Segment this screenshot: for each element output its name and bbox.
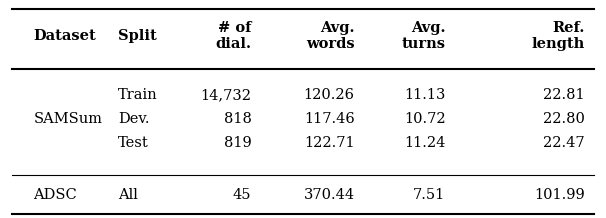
Text: 22.80: 22.80 (543, 112, 585, 126)
Text: 7.51: 7.51 (413, 188, 445, 202)
Text: 45: 45 (233, 188, 251, 202)
Text: Test: Test (118, 136, 149, 150)
Text: 10.72: 10.72 (404, 112, 445, 126)
Text: 819: 819 (224, 136, 251, 150)
Text: 120.26: 120.26 (304, 88, 355, 102)
Text: Dev.: Dev. (118, 112, 150, 126)
Text: Split: Split (118, 29, 157, 43)
Text: 22.47: 22.47 (543, 136, 585, 150)
Text: 101.99: 101.99 (534, 188, 585, 202)
Text: # of
dial.: # of dial. (216, 21, 251, 51)
Text: 22.81: 22.81 (543, 88, 585, 102)
Text: Avg.
words: Avg. words (306, 21, 355, 51)
Text: 117.46: 117.46 (304, 112, 355, 126)
Text: 14,732: 14,732 (201, 88, 251, 102)
Text: 370.44: 370.44 (304, 188, 355, 202)
Text: 122.71: 122.71 (304, 136, 355, 150)
Text: Train: Train (118, 88, 158, 102)
Text: All: All (118, 188, 138, 202)
Text: ADSC: ADSC (33, 188, 77, 202)
Text: Avg.
turns: Avg. turns (401, 21, 445, 51)
Text: 818: 818 (224, 112, 251, 126)
Text: SAMSum: SAMSum (33, 112, 102, 126)
Text: 11.24: 11.24 (404, 136, 445, 150)
Text: Ref.
length: Ref. length (531, 21, 585, 51)
Text: 11.13: 11.13 (404, 88, 445, 102)
Text: Dataset: Dataset (33, 29, 96, 43)
